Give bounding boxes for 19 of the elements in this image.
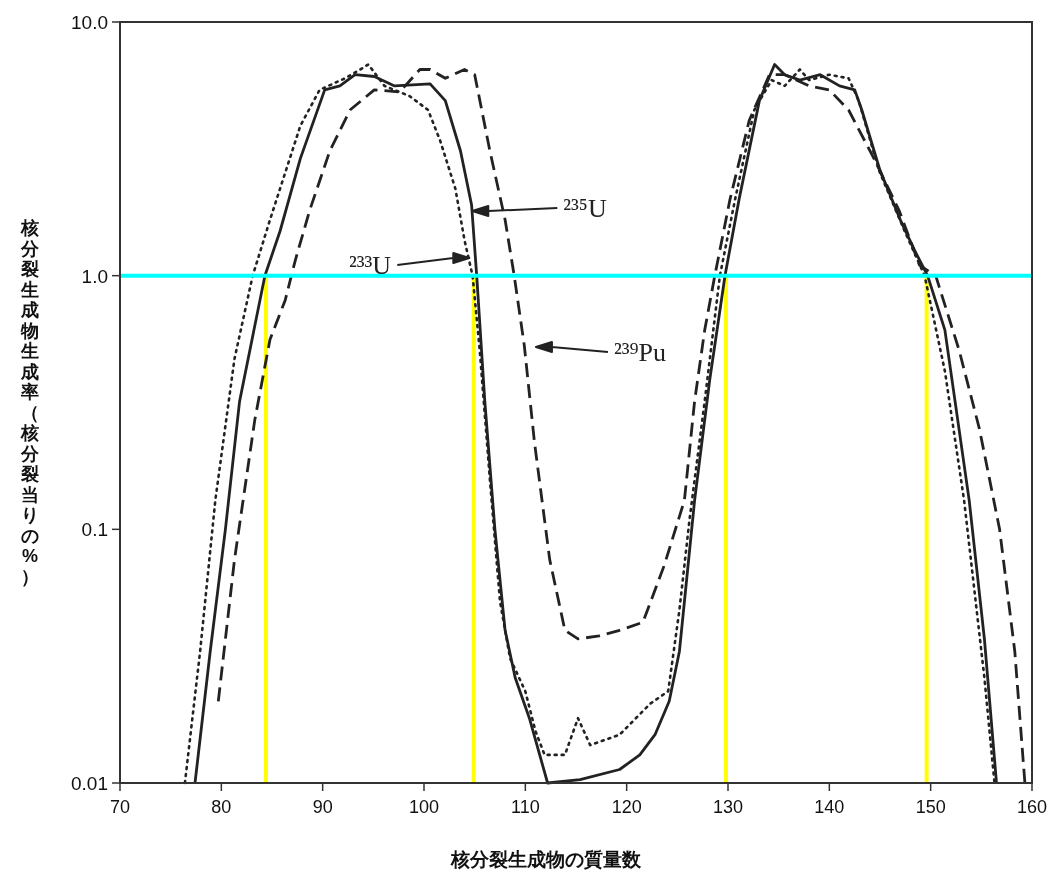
y-axis-title: 核分裂生成物生成率（核分裂当りの%） — [21, 218, 39, 587]
y-tick-label: 0.1 — [81, 519, 108, 541]
x-tick-label: 160 — [1016, 797, 1048, 817]
x-tick-label: 100 — [408, 797, 440, 817]
x-tick-label: 150 — [915, 797, 946, 817]
x-axis-title: 核分裂生成物の質量数 — [450, 849, 642, 870]
annotation: ²³⁹Pu — [613, 338, 667, 367]
y-tick-label: 0.01 — [71, 773, 108, 794]
y-tick-label: 10.0 — [71, 12, 108, 33]
y-tick-label: 1.0 — [81, 265, 108, 287]
x-tick-label: 130 — [712, 797, 744, 817]
x-tick-label: 140 — [814, 797, 845, 817]
annotation: ²³³U — [348, 251, 392, 280]
annotation: ²³⁵U — [563, 194, 607, 223]
x-tick-label: 90 — [312, 797, 333, 817]
x-tick-label: 80 — [211, 797, 232, 817]
x-tick-label: 70 — [109, 797, 131, 817]
x-tick-label: 120 — [611, 797, 642, 817]
x-tick-label: 110 — [510, 797, 540, 817]
